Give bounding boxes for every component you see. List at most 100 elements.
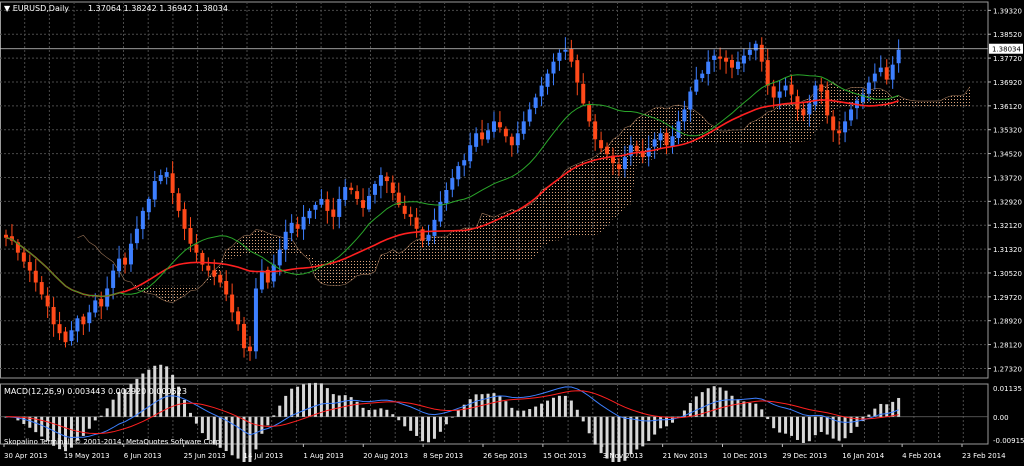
candle-body — [670, 136, 675, 147]
candle-body — [87, 312, 92, 324]
macd-histogram-bar — [111, 399, 115, 417]
macd-histogram-bar — [897, 397, 901, 417]
macd-histogram-bar — [141, 373, 145, 417]
macd-histogram-bar — [748, 402, 752, 417]
symbol-label[interactable]: ▼ EURUSD,Daily — [4, 4, 69, 13]
macd-histogram-bar — [135, 378, 139, 417]
candle-body — [860, 94, 865, 102]
y-tick-label: 1.32920 — [993, 198, 1022, 206]
macd-histogram-bar — [790, 416, 794, 436]
macd-histogram-bar — [319, 383, 323, 417]
macd-histogram-bar — [563, 395, 567, 417]
candle-body — [688, 91, 693, 110]
candle-body — [735, 61, 740, 70]
candle-body — [372, 184, 377, 195]
macd-histogram-bar — [93, 416, 97, 421]
macd-histogram-bar — [28, 416, 32, 428]
macd-histogram-bar — [784, 416, 788, 434]
macd-histogram-bar — [611, 416, 615, 463]
macd-histogram-bar — [462, 404, 466, 417]
candles — [4, 37, 901, 361]
candle-body — [575, 60, 580, 83]
candle-body — [4, 234, 8, 238]
candle-body — [503, 128, 508, 137]
macd-histogram-bar — [528, 409, 532, 417]
macd-histogram-bar — [807, 416, 811, 442]
candle-body — [408, 214, 413, 217]
candle-body — [15, 242, 20, 253]
macd-histogram-bar — [617, 416, 621, 465]
macd-histogram-bar — [432, 416, 436, 439]
candle-body — [563, 49, 568, 52]
candle-body — [212, 270, 217, 277]
macd-histogram-bar — [837, 416, 841, 441]
candle-body — [724, 57, 729, 62]
candle-body — [93, 300, 98, 313]
macd-histogram-bar — [700, 392, 704, 417]
candle-body — [349, 187, 354, 190]
macd-histogram-bar — [284, 395, 288, 417]
macd-histogram-bar — [474, 394, 478, 417]
candle-body — [706, 61, 711, 74]
macd-histogram-bar — [724, 390, 728, 417]
macd-histogram-bar — [409, 416, 413, 431]
macd-histogram-bar — [778, 416, 782, 433]
candle-body — [801, 109, 806, 116]
candle-body — [521, 121, 526, 134]
macd-histogram-bar — [123, 389, 127, 417]
candle-body — [628, 145, 633, 156]
macd-histogram-bar — [153, 365, 157, 417]
macd-histogram-bar — [427, 416, 431, 443]
macd-histogram-bar — [879, 403, 883, 417]
macd-histogram-bar — [290, 388, 294, 417]
macd-histogram-bar — [278, 405, 282, 417]
candle-body — [337, 198, 342, 217]
candle-body — [51, 306, 56, 325]
macd-histogram-bar — [367, 410, 371, 417]
macd-histogram-bar — [438, 416, 442, 432]
candle-body — [610, 155, 615, 164]
macd-histogram-bar — [706, 388, 710, 417]
macd-histogram-bar — [64, 416, 68, 452]
macd-histogram-bar — [355, 401, 359, 417]
macd-histogram-bar — [242, 416, 246, 464]
macd-histogram-bar — [855, 416, 859, 427]
candle-body — [825, 90, 830, 116]
candle-body — [640, 150, 645, 158]
macd-histogram-bar — [581, 416, 585, 422]
candle-body — [367, 195, 372, 210]
y-tick-label: 1.27320 — [993, 365, 1022, 373]
macd-histogram-bar — [540, 403, 544, 417]
candle-body — [480, 132, 485, 140]
candle-body — [813, 85, 818, 105]
candle-body — [325, 199, 330, 211]
x-tick-label: 10 Dec 2013 — [723, 452, 768, 460]
y-tick-label: 1.36120 — [993, 103, 1022, 111]
macd-y-tick-label: -0.009157 — [993, 437, 1024, 445]
candle-body — [777, 91, 782, 98]
candle-body — [581, 83, 586, 104]
candle-body — [277, 249, 282, 266]
candle-body — [646, 148, 651, 157]
candle-body — [343, 187, 348, 200]
candle-body — [63, 331, 68, 343]
candle-body — [123, 257, 128, 265]
candle-body — [700, 73, 705, 79]
macd-histogram-bar — [206, 416, 210, 440]
candle-body — [117, 258, 122, 272]
macd-histogram-bar — [510, 407, 514, 417]
candle-body — [783, 85, 788, 91]
macd-histogram-bar — [58, 416, 62, 450]
candle-body — [866, 82, 871, 94]
macd-histogram-bar — [587, 416, 591, 434]
candle-body — [69, 330, 74, 342]
x-tick-label: 29 Dec 2013 — [782, 452, 827, 460]
macd-histogram-bar — [260, 416, 264, 434]
macd-histogram-bar — [272, 415, 276, 417]
macd-histogram-bar — [891, 401, 895, 417]
candle-body — [307, 210, 312, 219]
x-tick-label: 21 Nov 2013 — [663, 452, 708, 460]
macd-histogram-bar — [516, 410, 520, 417]
